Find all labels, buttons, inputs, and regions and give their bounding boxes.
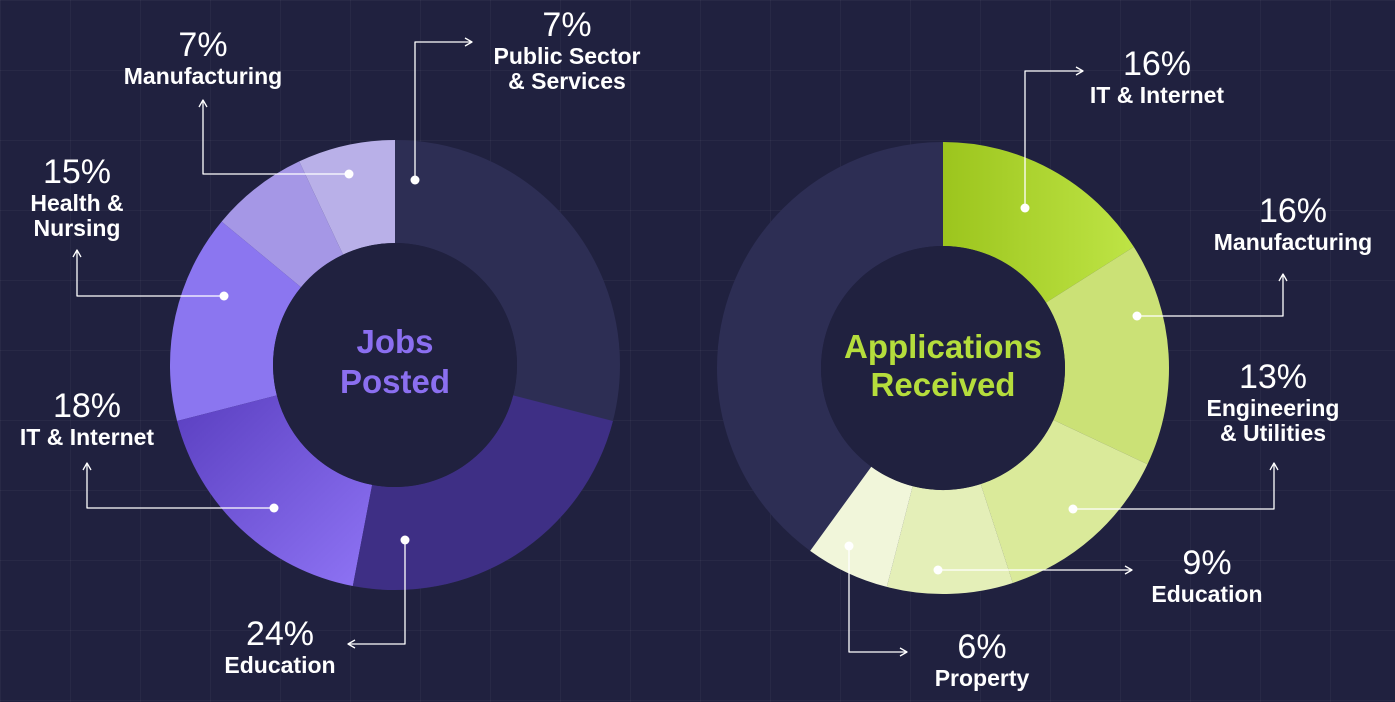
callout-dot: [400, 535, 410, 545]
slice-category-label: & Services: [508, 68, 626, 94]
callout-dot: [1020, 203, 1030, 213]
arrow-head-icon: [347, 639, 356, 649]
arrow-head-icon: [464, 37, 473, 47]
donut-slice-property: [810, 466, 913, 587]
leader-line: [348, 540, 406, 645]
donut-slice-education: [886, 484, 1013, 594]
arrow-head-icon: [82, 462, 92, 471]
slice-percent-label: 15%: [43, 153, 111, 191]
slice-category-label: IT & Internet: [20, 424, 155, 450]
slice-category-label: Property: [935, 665, 1030, 691]
leader-line: [1024, 70, 1083, 208]
donut-hole: [821, 246, 1065, 490]
callout-dot: [844, 541, 854, 551]
slice-percent-label: 16%: [1123, 45, 1191, 83]
donut-slice-manufacturing: [221, 161, 344, 288]
slice-percent-label: 13%: [1239, 358, 1307, 396]
slice-category-label: Engineering: [1207, 395, 1340, 421]
arrow-head-icon: [198, 99, 208, 108]
callout-dot: [219, 291, 229, 301]
callout-dot: [933, 565, 943, 575]
slice-percent-label: 7%: [178, 26, 227, 64]
arrow-head-icon: [1075, 66, 1084, 76]
leader-line: [202, 100, 349, 175]
callout-dot: [269, 503, 279, 513]
callout-dot: [344, 169, 354, 179]
slice-category-label: Public Sector: [494, 43, 641, 69]
donut-slice-public-sector-services: [299, 140, 395, 255]
donut-hole: [273, 243, 517, 487]
slice-category-label: Education: [224, 652, 335, 678]
slice-percent-label: 24%: [246, 615, 314, 653]
leader-line: [848, 546, 907, 653]
donut-slice-it-internet: [177, 395, 373, 587]
slice-percent-label: 16%: [1259, 192, 1327, 230]
arrow-head-icon: [1278, 273, 1288, 282]
callout-dot: [410, 175, 420, 185]
slice-percent-label: 6%: [957, 628, 1006, 666]
slice-category-label: & Utilities: [1220, 420, 1326, 446]
donut-slice-engineering-utilities: [980, 419, 1148, 583]
leader-line: [86, 463, 274, 509]
slice-category-label: Manufacturing: [1214, 229, 1372, 255]
donut-slice-health-nursing: [169, 221, 301, 421]
chart-title: Posted: [340, 363, 450, 400]
slice-category-label: Manufacturing: [124, 63, 282, 89]
leader-line: [1073, 463, 1275, 510]
chart-title: Received: [871, 366, 1016, 403]
leader-line: [1137, 274, 1284, 317]
slice-category-label: IT & Internet: [1090, 82, 1225, 108]
leader-line: [414, 41, 472, 180]
arrow-head-icon: [899, 647, 908, 657]
chart-title: Applications: [844, 328, 1042, 365]
arrow-head-icon: [1124, 565, 1133, 575]
slice-category-label: Education: [1151, 581, 1262, 607]
donut-slice-it-internet: [943, 142, 1134, 303]
leader-line: [76, 250, 224, 297]
slice-percent-label: 18%: [53, 387, 121, 425]
callout-dot: [1132, 311, 1142, 321]
slice-category-label: Nursing: [34, 215, 121, 241]
chart-title: Jobs: [356, 323, 433, 360]
arrow-head-icon: [1269, 462, 1279, 471]
donut-slice-education: [352, 395, 613, 591]
donut-slice-manufacturing: [1046, 246, 1169, 465]
arrow-head-icon: [72, 249, 82, 258]
slice-percent-label: 7%: [542, 6, 591, 44]
slice-percent-label: 9%: [1182, 544, 1231, 582]
slice-category-label: Health &: [30, 190, 123, 216]
callout-dot: [1068, 504, 1078, 514]
